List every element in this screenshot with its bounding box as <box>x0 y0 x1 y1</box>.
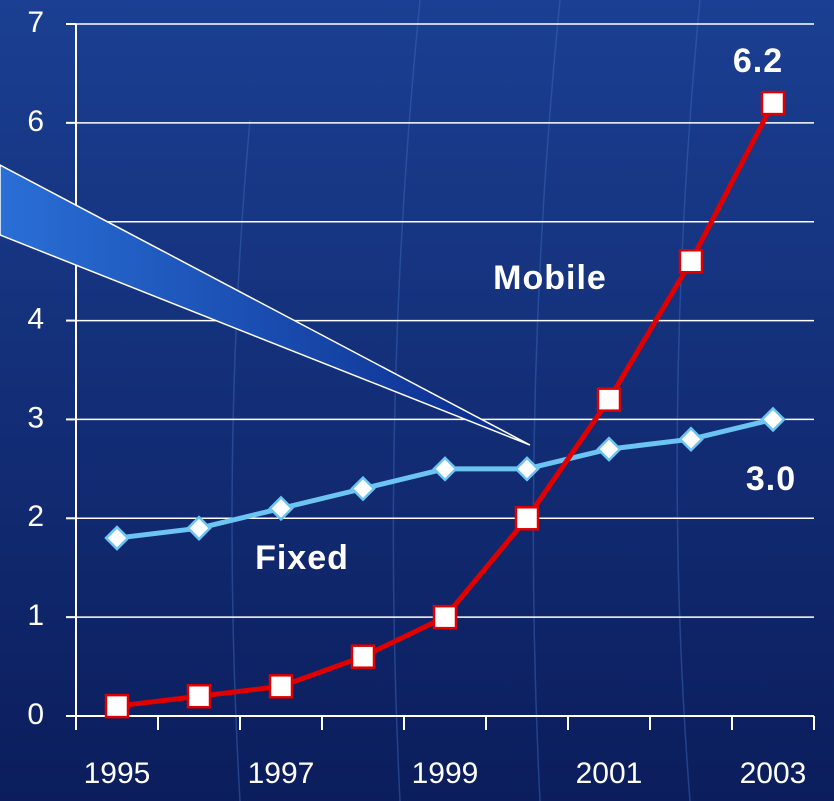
y-tick-label: 2 <box>27 500 44 533</box>
x-tick-label: 2001 <box>576 757 643 790</box>
marker <box>186 515 212 541</box>
marker <box>678 249 704 274</box>
y-tick-label: 3 <box>27 401 44 434</box>
marker <box>350 475 376 502</box>
y-tick-label: 1 <box>27 599 44 632</box>
y-tick-label: 7 <box>27 6 44 39</box>
marker <box>514 506 540 531</box>
x-tick-label: 1999 <box>412 757 479 790</box>
marker <box>596 387 622 412</box>
marker <box>760 90 786 116</box>
callout <box>0 164 531 446</box>
x-tick-label: 1997 <box>248 757 315 790</box>
marker <box>514 456 540 482</box>
marker <box>678 426 704 452</box>
y-tick-label: 0 <box>27 698 44 731</box>
marker <box>350 644 376 669</box>
marker <box>104 693 130 719</box>
annotation: 3.0 <box>746 460 796 498</box>
annotation: 6.2 <box>733 42 783 80</box>
background-curves <box>231 0 701 801</box>
y-tick-label: 6 <box>27 105 44 138</box>
series-label: Fixed <box>255 539 349 577</box>
marker <box>186 683 212 709</box>
marker <box>432 456 458 482</box>
y-tick-label: 4 <box>27 302 44 335</box>
marker <box>268 495 294 522</box>
marker <box>596 436 622 462</box>
series-label: Mobile <box>493 259 607 297</box>
marker <box>432 604 458 630</box>
marker <box>268 674 294 699</box>
x-tick-label: 2003 <box>740 757 807 790</box>
marker <box>760 406 786 433</box>
marker <box>104 525 130 551</box>
x-tick-label: 1995 <box>84 757 151 790</box>
